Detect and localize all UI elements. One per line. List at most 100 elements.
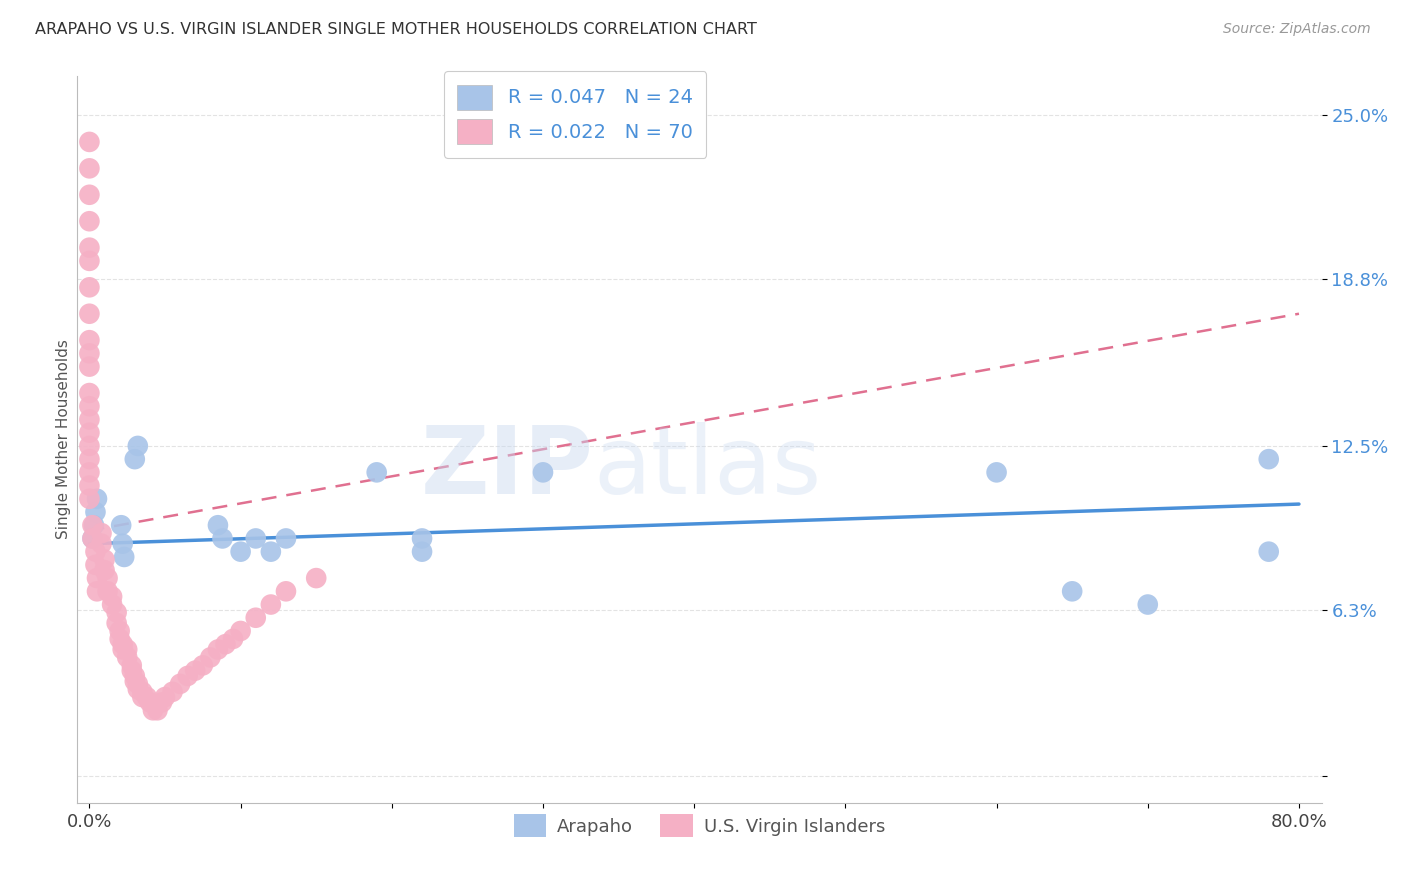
Text: Source: ZipAtlas.com: Source: ZipAtlas.com <box>1223 22 1371 37</box>
Point <box>82 532 104 546</box>
Point <box>79 478 101 492</box>
Point <box>124 669 146 683</box>
Point <box>93 563 115 577</box>
Point <box>131 685 153 699</box>
Point <box>115 650 138 665</box>
Point <box>79 214 101 228</box>
Point <box>229 624 252 638</box>
Point <box>260 544 283 558</box>
Point <box>124 452 146 467</box>
Point <box>176 669 198 683</box>
Point <box>79 425 101 440</box>
Point <box>84 505 107 519</box>
Point <box>79 135 101 149</box>
Point <box>142 703 165 717</box>
Point <box>411 544 433 558</box>
Point <box>139 695 162 709</box>
Point <box>79 439 101 453</box>
Point <box>1257 452 1279 467</box>
Point <box>93 552 115 566</box>
Point <box>86 584 108 599</box>
Point <box>214 637 236 651</box>
Point <box>79 359 101 374</box>
Point <box>79 307 101 321</box>
Text: ARAPAHO VS U.S. VIRGIN ISLANDER SINGLE MOTHER HOUSEHOLDS CORRELATION CHART: ARAPAHO VS U.S. VIRGIN ISLANDER SINGLE M… <box>35 22 756 37</box>
Point <box>200 650 222 665</box>
Point <box>127 439 149 453</box>
Point <box>111 637 134 651</box>
Legend: Arapaho, U.S. Virgin Islanders: Arapaho, U.S. Virgin Islanders <box>506 807 893 845</box>
Point <box>110 518 132 533</box>
Point <box>79 346 101 360</box>
Point <box>127 682 149 697</box>
Point <box>111 642 134 657</box>
Point <box>222 632 245 646</box>
Point <box>153 690 176 704</box>
Point <box>86 571 108 585</box>
Point <box>191 658 214 673</box>
Point <box>169 677 191 691</box>
Point <box>79 466 101 480</box>
Point <box>211 532 233 546</box>
Point <box>150 695 173 709</box>
Point <box>121 664 143 678</box>
Point <box>366 466 388 480</box>
Point <box>411 532 433 546</box>
Point <box>79 333 101 347</box>
Point <box>260 598 283 612</box>
Point <box>115 642 138 657</box>
Point <box>127 677 149 691</box>
Point <box>135 690 157 704</box>
Point <box>82 518 104 533</box>
Point <box>305 571 328 585</box>
Point <box>90 537 112 551</box>
Point <box>121 658 143 673</box>
Point <box>101 590 124 604</box>
Point <box>79 187 101 202</box>
Point <box>79 241 101 255</box>
Point <box>86 491 108 506</box>
Point <box>207 518 229 533</box>
Point <box>245 532 267 546</box>
Point <box>79 491 101 506</box>
Point <box>79 280 101 294</box>
Point <box>82 532 104 546</box>
Point <box>90 526 112 541</box>
Point <box>105 606 128 620</box>
Point <box>274 584 297 599</box>
Text: atlas: atlas <box>593 423 823 515</box>
Point <box>1062 584 1084 599</box>
Point <box>79 161 101 176</box>
Point <box>97 571 120 585</box>
Point <box>79 253 101 268</box>
Point <box>79 399 101 413</box>
Point <box>131 690 153 704</box>
Point <box>108 632 131 646</box>
Point <box>79 452 101 467</box>
Point <box>229 544 252 558</box>
Point <box>112 549 135 564</box>
Point <box>207 642 229 657</box>
Point <box>97 584 120 599</box>
Point <box>105 615 128 630</box>
Point <box>83 518 105 533</box>
Point <box>79 412 101 426</box>
Point <box>146 703 169 717</box>
Point <box>111 537 134 551</box>
Point <box>531 466 554 480</box>
Point <box>245 611 267 625</box>
Point <box>84 558 107 572</box>
Point <box>1257 544 1279 558</box>
Point <box>79 386 101 401</box>
Point <box>101 598 124 612</box>
Point <box>108 624 131 638</box>
Point <box>986 466 1008 480</box>
Point <box>274 532 297 546</box>
Y-axis label: Single Mother Households: Single Mother Households <box>56 339 70 540</box>
Point <box>124 674 146 689</box>
Text: ZIP: ZIP <box>420 423 593 515</box>
Point <box>84 544 107 558</box>
Point <box>1136 598 1159 612</box>
Point <box>184 664 207 678</box>
Point <box>162 685 184 699</box>
